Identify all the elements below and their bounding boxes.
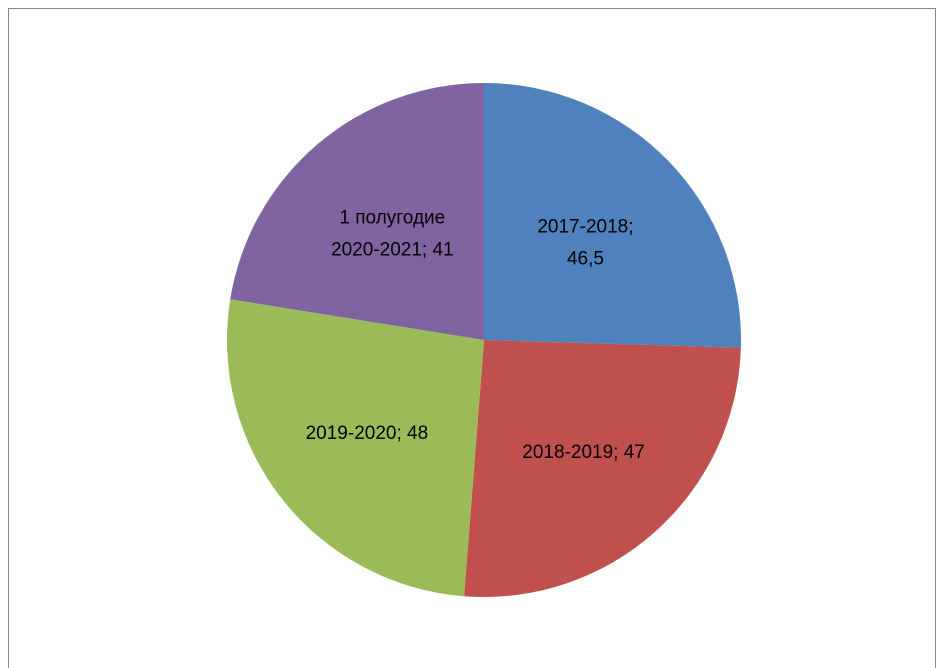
pie-slice-3 [227, 299, 485, 597]
data-label-4: 1 полугодие 2020-2021; 41 [331, 207, 454, 260]
pie-slice-4 [230, 83, 484, 340]
data-label-3: 2019-2020; 48 [306, 423, 429, 444]
pie-slice-2 [464, 340, 741, 597]
data-label-2: 2018-2019; 47 [522, 442, 645, 463]
data-label-1-line-1: 2017-2018; [537, 217, 633, 238]
data-label-4-line-1: 1 полугодие [339, 207, 445, 228]
data-label-3-line-1: 2019-2020; 48 [306, 423, 429, 444]
data-label-4-line-2: 2020-2021; 41 [331, 239, 454, 260]
data-label-2-line-1: 2018-2019; 47 [522, 442, 645, 463]
pie-slice-1 [484, 83, 741, 348]
data-label-1: 2017-2018; 46,5 [537, 217, 633, 270]
data-label-1-line-2: 46,5 [567, 249, 604, 270]
